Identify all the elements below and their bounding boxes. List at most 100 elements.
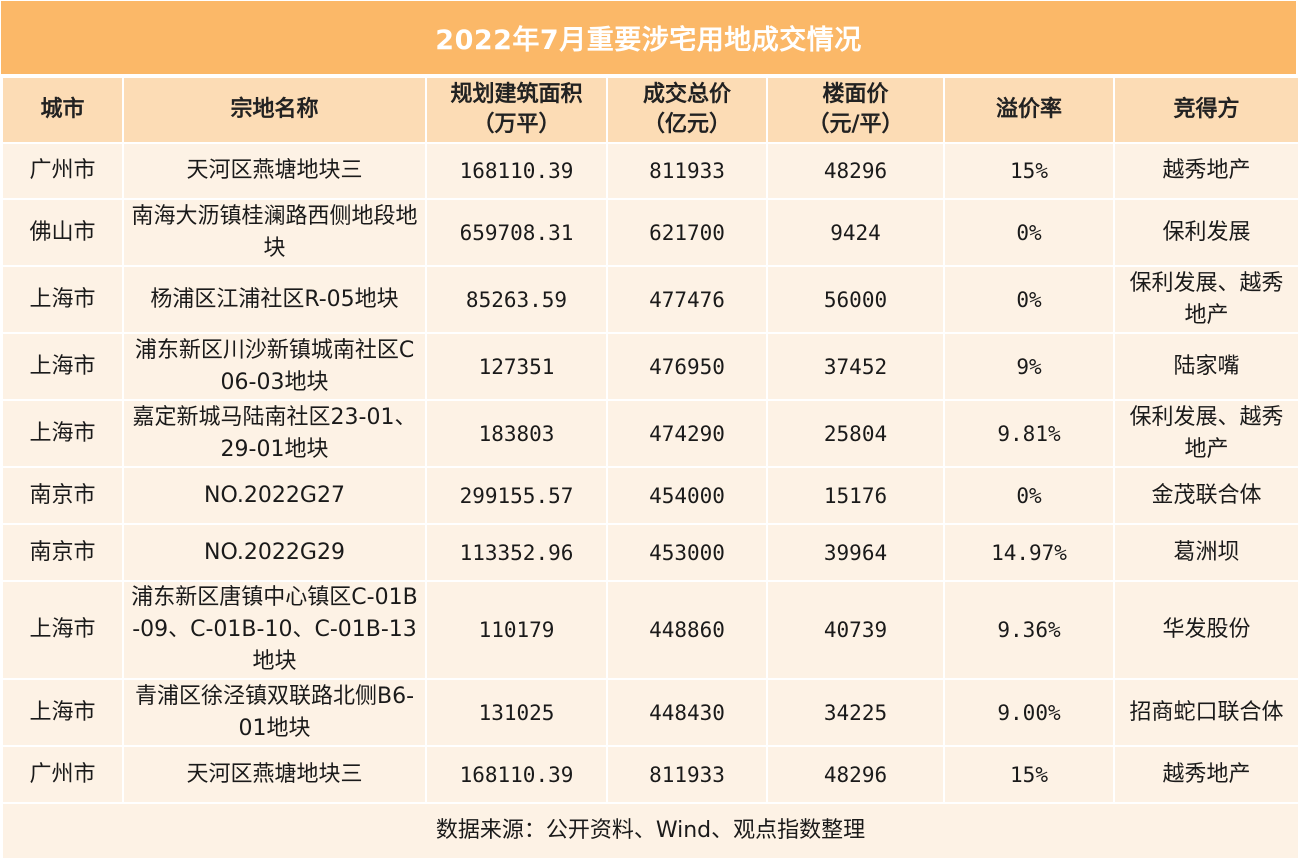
cell-total: 448430 — [606, 678, 768, 747]
cell-winner: 金茂联合体 — [1113, 466, 1299, 525]
cell-premium: 15% — [943, 142, 1115, 200]
cell-premium: 9% — [943, 332, 1115, 401]
header-row: 城市 宗地名称 规划建筑面积 （万平） 成交总价 （亿元） 楼面价 （元/平） … — [1, 76, 1299, 144]
cell-winner: 保利发展 — [1113, 198, 1299, 267]
cell-premium: 14.97% — [943, 523, 1115, 582]
cell-unit-price: 25804 — [766, 399, 945, 468]
cell-winner: 陆家嘴 — [1113, 332, 1299, 401]
header-city: 城市 — [1, 76, 124, 144]
cell-area: 168110.39 — [425, 142, 608, 200]
cell-parcel: 天河区燕塘地块三 — [122, 142, 427, 200]
cell-winner: 越秀地产 — [1113, 745, 1299, 804]
cell-area: 85263.59 — [425, 265, 608, 334]
cell-premium: 0% — [943, 265, 1115, 334]
cell-winner: 保利发展、越秀地产 — [1113, 265, 1299, 334]
cell-winner: 越秀地产 — [1113, 142, 1299, 200]
cell-area: 127351 — [425, 332, 608, 401]
table-header: 城市 宗地名称 规划建筑面积 （万平） 成交总价 （亿元） 楼面价 （元/平） … — [1, 76, 1299, 144]
cell-city: 南京市 — [1, 523, 124, 582]
cell-winner: 葛洲坝 — [1113, 523, 1299, 582]
table-row: 上海市 浦东新区唐镇中心镇区C-01B-09、C-01B-10、C-01B-13… — [1, 580, 1299, 680]
cell-area: 299155.57 — [425, 466, 608, 525]
table-row: 上海市 浦东新区川沙新镇城南社区C06-03地块 127351 476950 3… — [1, 332, 1299, 401]
table-row: 上海市 青浦区徐泾镇双联路北侧B6-01地块 131025 448430 342… — [1, 678, 1299, 747]
table-row: 佛山市 南海大沥镇桂澜路西侧地段地块 659708.31 621700 9424… — [1, 198, 1299, 267]
cell-area: 183803 — [425, 399, 608, 468]
table-row: 上海市 杨浦区江浦社区R-05地块 85263.59 477476 56000 … — [1, 265, 1299, 334]
table-row: 南京市 NO.2022G27 299155.57 454000 15176 0%… — [1, 466, 1299, 525]
cell-unit-price: 15176 — [766, 466, 945, 525]
cell-premium: 9.36% — [943, 580, 1115, 680]
table-row: 上海市 嘉定新城马陆南社区23-01、29-01地块 183803 474290… — [1, 399, 1299, 468]
cell-area: 168110.39 — [425, 745, 608, 804]
cell-city: 上海市 — [1, 678, 124, 747]
cell-city: 广州市 — [1, 745, 124, 804]
cell-unit-price: 34225 — [766, 678, 945, 747]
cell-winner: 保利发展、越秀地产 — [1113, 399, 1299, 468]
header-parcel: 宗地名称 — [122, 76, 427, 144]
header-area-line2: （万平） — [472, 112, 561, 137]
cell-winner: 招商蛇口联合体 — [1113, 678, 1299, 747]
header-total-line2: （亿元） — [642, 112, 731, 137]
cell-premium: 15% — [943, 745, 1115, 804]
cell-parcel: 青浦区徐泾镇双联路北侧B6-01地块 — [122, 678, 427, 747]
cell-unit-price: 37452 — [766, 332, 945, 401]
cell-parcel: 浦东新区川沙新镇城南社区C06-03地块 — [122, 332, 427, 401]
header-winner: 竞得方 — [1113, 76, 1299, 144]
header-area: 规划建筑面积 （万平） — [425, 76, 608, 144]
cell-city: 上海市 — [1, 332, 124, 401]
header-total-line1: 成交总价 — [642, 82, 731, 107]
cell-area: 113352.96 — [425, 523, 608, 582]
table-row: 南京市 NO.2022G29 113352.96 453000 39964 14… — [1, 523, 1299, 582]
cell-unit-price: 48296 — [766, 142, 945, 200]
cell-area: 659708.31 — [425, 198, 608, 267]
cell-premium: 9.81% — [943, 399, 1115, 468]
header-area-line1: 规划建筑面积 — [450, 82, 583, 107]
cell-parcel: 嘉定新城马陆南社区23-01、29-01地块 — [122, 399, 427, 468]
table-title: 2022年7月重要涉宅用地成交情况 — [1, 1, 1296, 76]
header-unit-line1: 楼面价 — [822, 82, 889, 107]
cell-city: 佛山市 — [1, 198, 124, 267]
cell-area: 131025 — [425, 678, 608, 747]
data-source-note: 数据来源：公开资料、Wind、观点指数整理 — [1, 802, 1299, 860]
cell-total: 454000 — [606, 466, 768, 525]
cell-premium: 9.00% — [943, 678, 1115, 747]
cell-unit-price: 9424 — [766, 198, 945, 267]
header-total: 成交总价 （亿元） — [606, 76, 768, 144]
cell-total: 477476 — [606, 265, 768, 334]
cell-parcel: 浦东新区唐镇中心镇区C-01B-09、C-01B-10、C-01B-13地块 — [122, 580, 427, 680]
cell-parcel: 南海大沥镇桂澜路西侧地段地块 — [122, 198, 427, 267]
cell-city: 上海市 — [1, 265, 124, 334]
cell-city: 广州市 — [1, 142, 124, 200]
footer-row: 数据来源：公开资料、Wind、观点指数整理 — [1, 802, 1299, 860]
cell-city: 上海市 — [1, 580, 124, 680]
cell-city: 南京市 — [1, 466, 124, 525]
land-deals-table: 城市 宗地名称 规划建筑面积 （万平） 成交总价 （亿元） 楼面价 （元/平） … — [1, 76, 1299, 860]
cell-winner: 华发股份 — [1113, 580, 1299, 680]
table-body: 广州市 天河区燕塘地块三 168110.39 811933 48296 15% … — [1, 142, 1299, 860]
cell-city: 上海市 — [1, 399, 124, 468]
cell-unit-price: 56000 — [766, 265, 945, 334]
cell-total: 453000 — [606, 523, 768, 582]
cell-unit-price: 40739 — [766, 580, 945, 680]
header-unit-line2: （元/平） — [807, 112, 904, 137]
cell-total: 621700 — [606, 198, 768, 267]
cell-total: 474290 — [606, 399, 768, 468]
cell-parcel: 天河区燕塘地块三 — [122, 745, 427, 804]
cell-total: 448860 — [606, 580, 768, 680]
table-row: 广州市 天河区燕塘地块三 168110.39 811933 48296 15% … — [1, 142, 1299, 200]
cell-unit-price: 48296 — [766, 745, 945, 804]
table-row: 广州市 天河区燕塘地块三 168110.39 811933 48296 15% … — [1, 745, 1299, 804]
cell-premium: 0% — [943, 198, 1115, 267]
cell-total: 811933 — [606, 745, 768, 804]
cell-total: 811933 — [606, 142, 768, 200]
cell-premium: 0% — [943, 466, 1115, 525]
cell-parcel: 杨浦区江浦社区R-05地块 — [122, 265, 427, 334]
header-premium: 溢价率 — [943, 76, 1115, 144]
cell-parcel: NO.2022G29 — [122, 523, 427, 582]
header-unit-price: 楼面价 （元/平） — [766, 76, 945, 144]
cell-unit-price: 39964 — [766, 523, 945, 582]
cell-area: 110179 — [425, 580, 608, 680]
cell-total: 476950 — [606, 332, 768, 401]
